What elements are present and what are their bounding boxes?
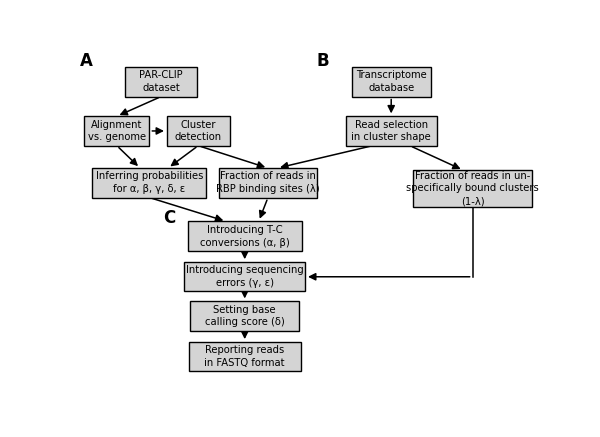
Text: Reporting reads
in FASTQ format: Reporting reads in FASTQ format [205,345,285,368]
Text: Transcriptome
database: Transcriptome database [356,70,427,93]
Text: Fraction of reads in un-
specifically bound clusters
(1-λ): Fraction of reads in un- specifically bo… [406,170,539,206]
FancyBboxPatch shape [352,67,431,97]
Text: C: C [163,209,176,227]
FancyBboxPatch shape [167,116,230,146]
Text: B: B [317,52,329,70]
Text: A: A [80,52,92,70]
Text: Introducing T-C
conversions (α, β): Introducing T-C conversions (α, β) [200,225,290,247]
Text: Read selection
in cluster shape: Read selection in cluster shape [352,120,431,142]
FancyBboxPatch shape [188,222,302,251]
FancyBboxPatch shape [413,170,532,207]
Text: Inferring probabilities
for α, β, γ, δ, ε: Inferring probabilities for α, β, γ, δ, … [96,171,203,194]
FancyBboxPatch shape [84,116,149,146]
Text: Introducing sequencing
errors (γ, ε): Introducing sequencing errors (γ, ε) [186,265,304,288]
FancyBboxPatch shape [189,342,301,371]
Text: Setting base
calling score (δ): Setting base calling score (δ) [205,305,284,327]
FancyBboxPatch shape [346,116,437,146]
Text: Alignment
vs. genome: Alignment vs. genome [88,120,146,142]
Text: Fraction of reads in
RBP binding sites (λ): Fraction of reads in RBP binding sites (… [216,171,320,194]
Text: Cluster
detection: Cluster detection [175,120,222,142]
FancyBboxPatch shape [184,262,305,291]
FancyBboxPatch shape [92,168,206,198]
FancyBboxPatch shape [190,301,299,331]
Text: PAR-CLIP
dataset: PAR-CLIP dataset [139,70,183,93]
FancyBboxPatch shape [125,67,197,97]
FancyBboxPatch shape [219,168,317,198]
